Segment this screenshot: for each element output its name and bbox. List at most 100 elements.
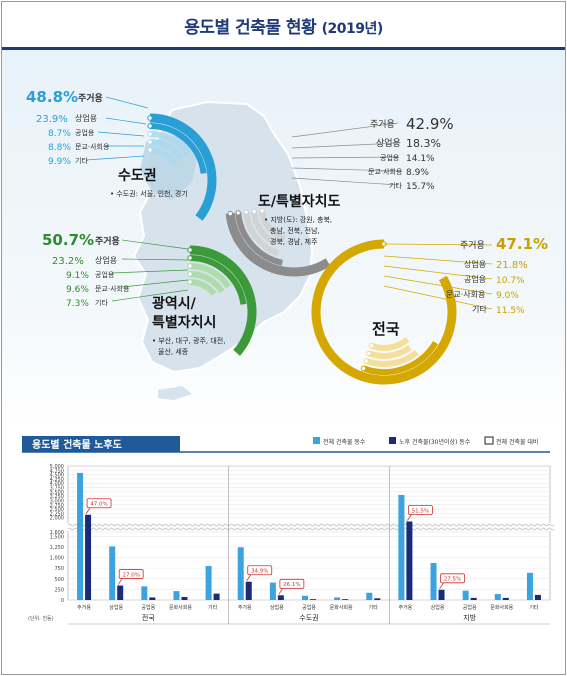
metro-education-label: 문교·사회용	[95, 284, 130, 293]
axis-break-wave-bottom	[67, 527, 555, 531]
metro-education-value: 9.6%	[66, 285, 89, 295]
y-tick-label: 3,750	[50, 486, 64, 492]
y-tick-label: 4,000	[50, 481, 64, 487]
national-leader-0	[383, 243, 493, 246]
capital-arc-dot-3	[147, 139, 153, 145]
national-leader-3	[383, 275, 493, 295]
legend-ratio-label: 전체 건축물 대비	[496, 438, 538, 446]
title-year: (2019년)	[321, 21, 384, 37]
chart-unit-label: (단위: 천동)	[28, 615, 54, 622]
bar-old	[342, 599, 349, 600]
metro-leader-3	[121, 279, 189, 288]
title-bar: 용도별 건축물 현황 (2019년)	[2, 2, 565, 48]
category-tick-label: 공업용	[141, 604, 155, 611]
bar-total	[334, 597, 341, 600]
province-leader-4	[291, 177, 399, 186]
category-tick-label: 상업용	[270, 604, 284, 611]
province-education-value: 8.9%	[406, 168, 429, 178]
metro-residential-label: 주거용	[95, 235, 120, 247]
bar-total	[398, 494, 405, 600]
national-leader-4	[383, 285, 493, 310]
metro-desc-1: • 부산, 대구, 광주, 대전,	[152, 336, 225, 345]
national-arc-0	[311, 239, 457, 385]
capital-industrial-value: 8.7%	[48, 129, 71, 139]
legend-total-label: 전체 건축물 동수	[323, 438, 366, 446]
metro-other-value: 7.3%	[66, 299, 89, 309]
metro-industrial-label: 공업용	[95, 271, 115, 279]
national-leader-1	[383, 255, 493, 265]
national-education-value: 9.0%	[496, 291, 519, 301]
metro-arc-dot-1	[187, 255, 193, 261]
bar-old	[534, 594, 541, 600]
bar-total	[237, 547, 244, 600]
group-label: 지방	[463, 613, 476, 622]
metro-residential-value: 50.7%	[42, 231, 94, 249]
bar-total	[141, 586, 148, 600]
ratio-callout-box	[86, 498, 112, 509]
province-industrial-label: 공업용	[380, 154, 400, 162]
y-tick-label: 1,250	[50, 545, 64, 551]
capital-arc-3	[149, 139, 184, 161]
capital-industrial-label: 공업용	[75, 129, 95, 137]
capital-region-desc: • 수도권: 서울, 인천, 경기	[110, 189, 188, 198]
y-tick-label: 1,600	[50, 530, 64, 536]
national-arc-4	[370, 336, 410, 351]
province-education-label: 문교·사회용	[368, 167, 403, 176]
map-svg: 48.8% 주거용 23.9% 상업용 8.7% 공업용 8.8% 문교·사회용…	[26, 88, 548, 400]
bar-old	[245, 581, 252, 600]
ratio-callout-pointer	[117, 578, 123, 585]
capital-leader-0	[105, 96, 149, 109]
national-arc-dot-4	[368, 343, 375, 349]
ratio-callout-pointer	[278, 588, 284, 595]
category-tick-label: 공업용	[302, 604, 316, 611]
title-underline	[2, 47, 565, 50]
region-arcs	[147, 113, 457, 385]
metro-region-name-2: 특별자치시	[152, 314, 216, 331]
metro-arc-dot-2	[187, 263, 193, 269]
capital-other-label: 기타	[75, 156, 88, 165]
capital-other-value: 9.9%	[48, 157, 71, 167]
province-arc-dot-4	[259, 208, 265, 214]
bar-total	[430, 563, 437, 600]
ratio-callout-box	[118, 569, 144, 579]
ratio-label: 27.5%	[444, 577, 461, 583]
y-tick-label: 2,000	[50, 516, 64, 522]
bar-total	[494, 594, 501, 600]
bar-total	[77, 472, 84, 600]
national-other-value: 11.5%	[496, 306, 525, 316]
y-tick-label: 2,750	[50, 503, 64, 509]
capital-arc-dot-1	[147, 123, 153, 129]
capital-arc-dot-4	[147, 147, 153, 153]
province-residential-label: 주거용	[370, 119, 395, 130]
capital-residential-label: 주거용	[78, 92, 103, 104]
y-tick-label: 0	[61, 598, 64, 604]
province-commercial-label: 상업용	[376, 138, 401, 149]
metro-other-label: 기타	[95, 298, 108, 307]
metro-leader-0	[121, 239, 189, 250]
capital-arc-dot-0	[147, 115, 153, 121]
province-other-label: 기타	[389, 181, 402, 190]
title-text: 용도별 건축물 현황	[184, 18, 317, 38]
national-residential-value: 47.1%	[496, 235, 548, 253]
jeju-island	[158, 386, 192, 400]
bar-old	[277, 595, 284, 600]
category-tick-label: 문화사회용	[169, 604, 192, 611]
province-leader-1	[291, 142, 399, 149]
province-arc-dot-3	[251, 208, 257, 215]
ratio-label: 47.0%	[90, 502, 107, 508]
capital-education-value: 8.8%	[48, 143, 71, 153]
bar-old	[149, 597, 156, 600]
legend-old-label: 노후 건축물(30년이상) 동수	[399, 438, 471, 446]
province-arc-2	[243, 211, 279, 257]
national-arc-dot-3	[366, 350, 372, 357]
category-tick-label: 문화사회용	[490, 604, 513, 611]
capital-region-name: 수도권	[118, 168, 157, 184]
page-title: 용도별 건축물 현황 (2019년)	[184, 13, 383, 38]
ratio-callout-box	[440, 573, 465, 584]
bar-old	[470, 597, 477, 600]
ratio-callout-pointer	[85, 507, 91, 514]
metro-commercial-value: 23.2%	[52, 256, 84, 267]
chart-title-box	[22, 436, 180, 452]
province-industrial-value: 14.1%	[406, 154, 435, 164]
category-tick-label: 상업용	[109, 604, 123, 611]
